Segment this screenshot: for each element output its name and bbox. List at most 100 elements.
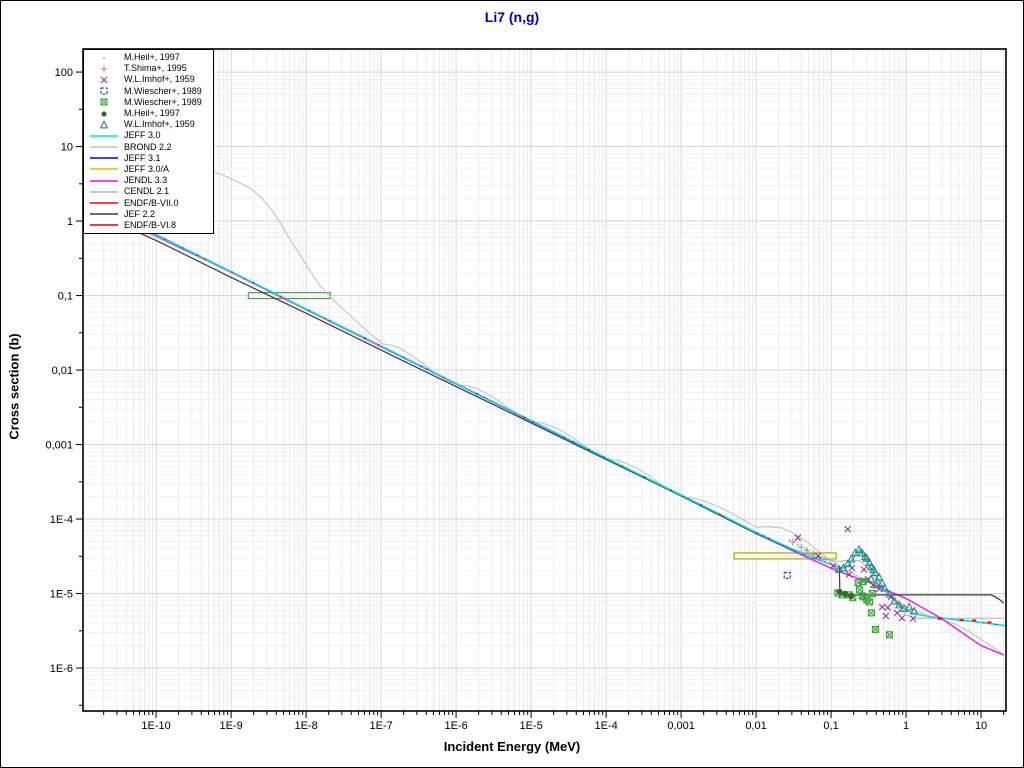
- legend-item: JENDL 3.3: [84, 175, 213, 186]
- x-tick-label: 1E-10: [141, 720, 170, 732]
- legend-item-label: M.Heil+, 1997: [124, 108, 180, 119]
- legend-swatch: [84, 53, 124, 63]
- y-tick-label: 1E-4: [50, 514, 73, 526]
- y-tick-label: 0,001: [45, 440, 73, 452]
- legend-item-label: ENDF/B-VII.0: [124, 197, 179, 208]
- legend-item-label: JENDL 3.3: [124, 175, 168, 186]
- legend-item: M.Heil+, 1997: [84, 108, 213, 119]
- endf-dash-point: [937, 617, 942, 620]
- legend-swatch: [84, 86, 124, 96]
- endf-dash-point: [987, 621, 992, 624]
- x-tick-label: 1E-5: [519, 720, 542, 732]
- legend-item: T.Shima+, 1995: [84, 63, 213, 74]
- x-tick-label: 10: [975, 720, 987, 732]
- line-swatch-icon: [90, 146, 118, 148]
- x-tick-labels: 1E-10 1E-9 1E-8 1E-7 1E-6 1E-5 1E-4 0,001 0,01 0,…: [141, 720, 987, 732]
- y-tick-labels: 100 10 1 0,1 0,01 0,001 1E-4 1E-5 1E-6: [45, 67, 73, 675]
- square-open-icon: [100, 87, 108, 95]
- legend-item-label: JEFF 3.0/A: [124, 163, 170, 174]
- legend-swatch: [84, 209, 124, 219]
- dataset-shima-1995: [789, 538, 829, 564]
- y-tick-label: 10: [61, 142, 73, 154]
- legend-swatch: [84, 109, 124, 119]
- legend-swatch: [84, 164, 124, 174]
- legend-swatch: [84, 131, 124, 141]
- legend-swatch: [84, 142, 124, 152]
- legend-swatch: [84, 198, 124, 208]
- dataset-imhof-1959-triangles: [834, 544, 919, 615]
- legend-item: JEFF 3.0/A: [84, 164, 213, 175]
- y-tick-label: 1E-5: [50, 589, 73, 601]
- legend-item-label: M.Heil+, 1997: [124, 52, 180, 63]
- legend-swatch: [84, 176, 124, 186]
- plot-frame: [82, 48, 1007, 712]
- legend-item: M.Wiescher+, 1989: [84, 86, 213, 97]
- axis-ticks: [76, 71, 1005, 718]
- range-bars: [247, 291, 837, 560]
- legend-item-label: JEF 2.2: [124, 208, 156, 219]
- x-tick-label: 1E-4: [594, 720, 617, 732]
- legend-item-label: BROND 2.2: [124, 141, 172, 152]
- endf-dash-point: [972, 619, 977, 622]
- y-tick-label: 1: [67, 216, 73, 228]
- legend-item-label: JEFF 3.0: [124, 130, 161, 141]
- y-tick-label: 1E-6: [50, 663, 73, 675]
- legend-box: M.Heil+, 1997 T.Shima+, 1995 W.L.Imhof+, 1…: [83, 49, 214, 234]
- legend-item: ENDF/B-VII.0: [84, 197, 213, 208]
- legend-item: JEFF 3.1: [84, 153, 213, 164]
- dataset-heil-1997-circles: [836, 588, 855, 599]
- square-cross-icon: [100, 98, 108, 106]
- x-tick-label: 1E-9: [219, 720, 242, 732]
- y-tick-label: 100: [55, 67, 73, 79]
- line-swatch-icon: [90, 213, 118, 216]
- line-swatch-icon: [90, 191, 118, 193]
- legend-item: JEFF 3.0: [84, 130, 213, 141]
- experimental-markers: [783, 525, 919, 639]
- legend-item: M.Heil+, 1997: [84, 52, 213, 63]
- line-swatch-icon: [90, 179, 118, 182]
- line-swatch-icon: [90, 157, 118, 160]
- y-tick-label: 0,1: [58, 291, 73, 303]
- line-swatch-icon: [90, 224, 118, 227]
- plus-icon: [100, 65, 108, 73]
- legend-item: M.Wiescher+, 1989: [84, 97, 213, 108]
- legend-swatch: [84, 97, 124, 107]
- x-axis-title: Incident Energy (MeV): [443, 739, 581, 754]
- legend-item-label: W.L.Imhof+, 1959: [124, 74, 195, 85]
- legend-item-label: M.Wiescher+, 1989: [124, 96, 202, 107]
- legend-swatch: [84, 64, 124, 74]
- x-tick-label: 1E-8: [294, 720, 317, 732]
- legend-item: BROND 2.2: [84, 142, 213, 153]
- x-tick-label: 1E-7: [369, 720, 392, 732]
- circle-filled-icon: [101, 110, 107, 117]
- legend-item: W.L.Imhof+, 1959: [84, 74, 213, 85]
- legend-item-label: M.Wiescher+, 1989: [124, 85, 202, 96]
- dot-small-icon: [102, 56, 106, 60]
- legend-item-label: W.L.Imhof+, 1959: [124, 119, 195, 130]
- legend-item: CENDL 2.1: [84, 186, 213, 197]
- legend-item-label: T.Shima+, 1995: [124, 63, 187, 74]
- legend-swatch: [84, 187, 124, 197]
- legend-item-label: JEFF 3.1: [124, 152, 161, 163]
- legend-item: ENDF/B-VI.8: [84, 220, 213, 231]
- thermal-range-bar: [247, 291, 331, 300]
- legend-swatch: [84, 153, 124, 163]
- line-swatch-icon: [90, 135, 118, 137]
- legend-swatch: [84, 119, 124, 130]
- legend-swatch: [84, 75, 124, 85]
- y-axis-title: Cross section (b): [6, 333, 22, 440]
- legend-swatch: [84, 220, 124, 230]
- legend-item: JEF 2.2: [84, 209, 213, 220]
- kev-range-bar: [733, 552, 837, 560]
- dataset-imhof-1959-x: [794, 525, 917, 623]
- line-swatch-icon: [90, 202, 118, 204]
- legend-item-label: ENDF/B-VI.8: [124, 219, 177, 230]
- dataset-wiescher-1989-open-square: [783, 571, 791, 579]
- cross-icon: [100, 76, 108, 84]
- evaluation-curves: [83, 170, 1006, 656]
- endf-dash-point: [959, 619, 964, 622]
- gridlines: [83, 49, 1006, 711]
- legend-item-label: CENDL 2.1: [124, 186, 170, 197]
